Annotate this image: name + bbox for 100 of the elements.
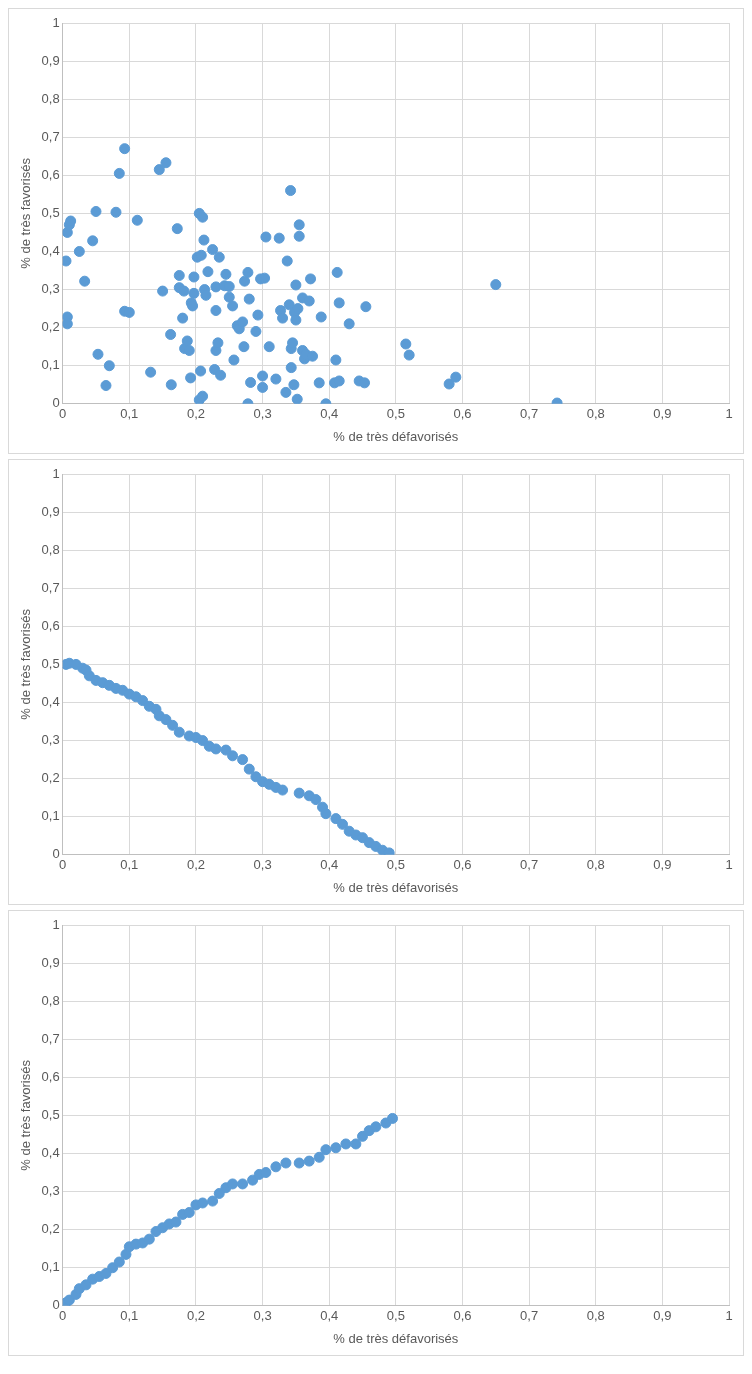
x-tick-label: 0,6 [453, 857, 472, 873]
point [293, 1157, 305, 1169]
point [280, 1157, 292, 1169]
x-tick-label: 0,5 [386, 857, 405, 873]
x-tick-label: 0,8 [586, 1308, 605, 1324]
y-tick-label: 0,8 [41, 541, 60, 557]
point [277, 784, 289, 796]
point [337, 818, 349, 830]
y-tick-label: 1 [52, 14, 60, 30]
point [167, 719, 179, 731]
point [340, 1138, 352, 1150]
y-tick-label: 0,8 [41, 992, 60, 1008]
x-tick-label: 0,7 [520, 1308, 539, 1324]
y-tick-label: 0,3 [41, 281, 60, 297]
x-tick-label: 0,9 [653, 406, 672, 422]
x-tick-label: 0,4 [320, 857, 339, 873]
x-tick-label: 0,8 [586, 857, 605, 873]
x-tick-label: 1 [725, 1308, 733, 1324]
x-tick-label: 0,9 [653, 857, 672, 873]
y-axis-title: % de très favorisés [18, 1059, 34, 1171]
point [113, 1256, 125, 1268]
point [260, 1167, 272, 1179]
point [207, 1195, 219, 1207]
y-tick-label: 0,7 [41, 579, 60, 595]
y-tick-label: 0,9 [41, 52, 60, 68]
y-tick-label: 0 [52, 846, 60, 862]
point [227, 750, 239, 762]
point [330, 1142, 342, 1154]
point [227, 1178, 239, 1190]
point [270, 1161, 282, 1173]
point [143, 1233, 155, 1245]
point [237, 754, 249, 766]
point [387, 1112, 398, 1124]
point [213, 1187, 225, 1199]
x-tick-label: 0,6 [453, 406, 472, 422]
point [293, 787, 305, 799]
x-tick-label: 0,3 [253, 857, 272, 873]
y-tick-label: 0,6 [41, 1068, 60, 1084]
x-tick-label: 0,6 [453, 1308, 472, 1324]
x-tick-label: 0,7 [520, 406, 539, 422]
y-tick-label: 0,6 [41, 617, 60, 633]
y-tick-label: 1 [52, 465, 60, 481]
y-tick-label: 0,5 [41, 655, 60, 671]
y-tick-label: 0,2 [41, 770, 60, 786]
y-tick-label: 0,1 [41, 1259, 60, 1275]
x-tick-label: 0,7 [520, 857, 539, 873]
x-tick-label: 0,9 [653, 1308, 672, 1324]
y-tick-label: 0,8 [41, 90, 60, 106]
x-tick-label: 0,4 [320, 406, 339, 422]
x-tick-label: 0,1 [120, 857, 139, 873]
x-tick-label: 0,5 [386, 1308, 405, 1324]
x-axis-title: % de très défavorisés [333, 428, 459, 444]
y-tick-label: 0,4 [41, 243, 60, 259]
point [320, 808, 332, 820]
y-tick-label: 0,2 [41, 1221, 60, 1237]
x-tick-label: 0,3 [253, 406, 272, 422]
x-tick-label: 0,1 [120, 1308, 139, 1324]
point [183, 1207, 195, 1218]
x-tick-label: 0,3 [253, 1308, 272, 1324]
y-tick-label: 0,2 [41, 319, 60, 335]
y-tick-label: 0,5 [41, 204, 60, 220]
y-tick-label: 0,4 [41, 694, 60, 710]
x-axis-title: % de très défavorisés [333, 879, 459, 895]
y-tick-label: 0,4 [41, 1145, 60, 1161]
y-tick-label: 0,5 [41, 1106, 60, 1122]
y-axis-title: % de très favorisés [18, 608, 34, 720]
x-tick-label: 0,8 [586, 406, 605, 422]
x-tick-label: 0,5 [386, 406, 405, 422]
y-tick-label: 0 [52, 1297, 60, 1313]
y-tick-label: 0,9 [41, 954, 60, 970]
x-tick-label: 0,4 [320, 1308, 339, 1324]
x-tick-label: 0,2 [186, 406, 205, 422]
y-tick-label: 0,6 [41, 166, 60, 182]
x-tick-label: 0,2 [186, 1308, 205, 1324]
x-tick-label: 0,1 [120, 406, 139, 422]
y-tick-label: 0,3 [41, 732, 60, 748]
y-tick-label: 0,7 [41, 128, 60, 144]
point [310, 794, 322, 806]
y-axis-title: % de très favorisés [18, 157, 34, 269]
point [80, 1279, 92, 1291]
point [350, 1138, 362, 1150]
x-tick-label: 1 [725, 406, 733, 422]
point [370, 1121, 382, 1133]
point [237, 1178, 249, 1190]
point [173, 726, 185, 738]
point [170, 1216, 182, 1228]
y-tick-label: 1 [52, 916, 60, 932]
point [313, 1151, 325, 1163]
point [197, 1197, 209, 1209]
y-tick-label: 0,9 [41, 503, 60, 519]
x-axis-title: % de très défavorisés [333, 1330, 459, 1346]
y-tick-label: 0,1 [41, 808, 60, 824]
point [303, 1155, 315, 1167]
y-tick-label: 0,1 [41, 357, 60, 373]
point [320, 1144, 332, 1156]
y-tick-label: 0 [52, 395, 60, 411]
point [243, 763, 255, 775]
y-tick-label: 0,3 [41, 1183, 60, 1199]
y-tick-label: 0,7 [41, 1030, 60, 1046]
point [107, 1262, 119, 1274]
